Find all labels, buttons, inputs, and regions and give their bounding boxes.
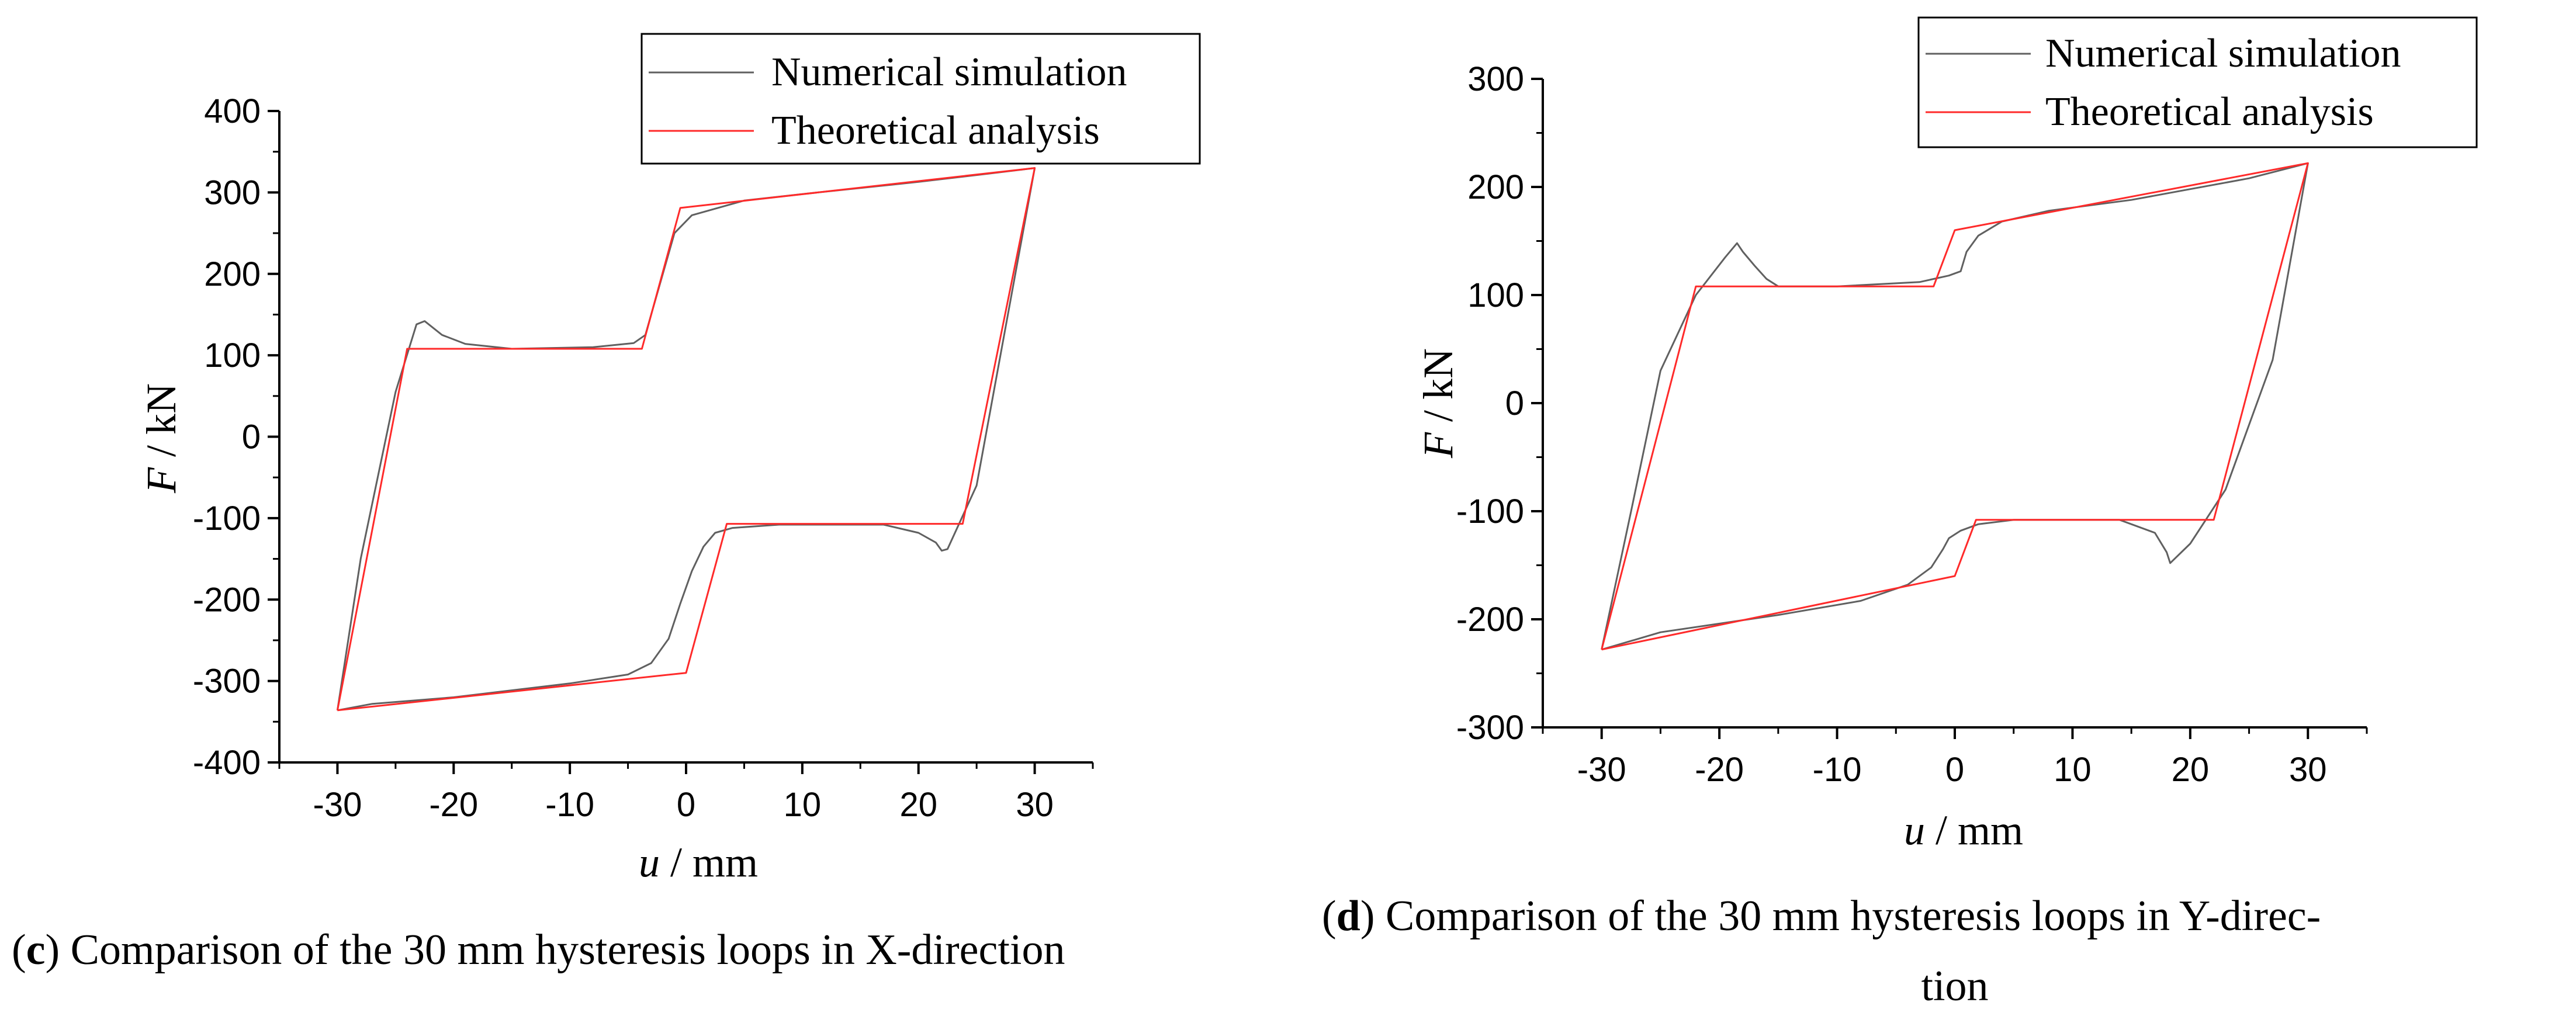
d-x-axis-ticks: -30 -20 -10 0 10 20 30: [1542, 727, 2368, 789]
c-xtick-label-4: 10: [784, 786, 822, 824]
c-xlabel-var: u: [639, 839, 660, 886]
d-y-axis-title: F / kN: [1415, 348, 1462, 459]
d-xtick-label-6: 30: [2289, 751, 2327, 789]
d-caption-line1: (d) Comparison of the 30 mm hysteresis l…: [1322, 892, 2321, 940]
d-ylabel-unit: / kN: [1415, 348, 1462, 432]
c-ytick-label-2: -200: [193, 581, 261, 619]
c-ytick-label-8: 400: [204, 92, 261, 130]
c-xtick-label-5: 20: [899, 786, 937, 824]
c-ylabel-unit: / kN: [138, 383, 185, 467]
c-xtick-label-6: 30: [1016, 786, 1054, 824]
d-legend-box: [1917, 16, 2478, 148]
c-ylabel-var: F: [138, 467, 185, 494]
c-caption-letter: c: [26, 926, 46, 974]
d-ytick-label-6: 300: [1467, 60, 1524, 98]
c-ytick-label-4: 0: [242, 418, 261, 456]
c-legend: Numerical simulation Theoretical analysi…: [640, 33, 1201, 165]
d-ytick-label-0: -300: [1456, 709, 1524, 747]
c-x-axis-title: u / mm: [639, 839, 758, 886]
c-x-axis-ticks: -30 -20 -10 0 10 20 30: [278, 762, 1094, 824]
d-x-axis-title: u / mm: [1904, 807, 2023, 854]
d-series-theoretical-analysis: [1601, 162, 2309, 651]
d-y-axis-ticks: -300 -200 -100 0 100 200 300: [1456, 60, 1543, 747]
d-caption-open: (: [1322, 892, 1337, 940]
c-caption-open: (: [12, 926, 26, 974]
d-legend-theoretical: Theoretical analysis: [2045, 89, 2374, 134]
c-ytick-label-7: 300: [204, 174, 261, 211]
c-series-numerical-simulation: [336, 167, 1036, 712]
c-legend-box: [640, 33, 1201, 165]
d-xtick-label-5: 20: [2172, 751, 2210, 789]
c-ytick-label-3: -100: [193, 500, 261, 537]
c-ytick-label-1: -300: [193, 663, 261, 701]
d-caption-text-1: ) Comparison of the 30 mm hysteresis loo…: [1360, 892, 2321, 940]
c-xtick-label-1: -20: [429, 786, 478, 824]
d-series-group: [1601, 162, 2309, 651]
d-legend-numerical: Numerical simulation: [2045, 31, 2401, 76]
c-y-axis-ticks: -400 -300 -200 -100 0 100 200 300 400: [193, 92, 279, 782]
d-ytick-label-4: 100: [1467, 276, 1524, 314]
d-xtick-label-0: -30: [1577, 751, 1626, 789]
c-xtick-label-3: 0: [677, 786, 695, 824]
d-xlabel-unit: / mm: [1925, 807, 2023, 854]
c-ytick-label-5: 100: [204, 337, 261, 374]
c-ytick-label-0: -400: [193, 744, 261, 782]
d-xtick-label-3: 0: [1945, 751, 1964, 789]
c-legend-theoretical: Theoretical analysis: [771, 108, 1100, 153]
c-series-group: [336, 167, 1036, 712]
c-caption: (c) Comparison of the 30 mm hysteresis l…: [12, 926, 1065, 974]
c-series-theoretical-analysis: [336, 167, 1036, 712]
d-caption-line2: tion: [1921, 962, 1988, 1010]
d-xlabel-var: u: [1904, 807, 1925, 854]
d-series-numerical-simulation: [1601, 162, 2309, 651]
d-legend: Numerical simulation Theoretical analysi…: [1917, 16, 2478, 148]
c-xlabel-unit: / mm: [660, 839, 758, 886]
d-ytick-label-1: -200: [1456, 601, 1524, 639]
d-xtick-label-4: 10: [2054, 751, 2092, 789]
c-caption-text: ) Comparison of the 30 mm hysteresis loo…: [46, 926, 1065, 974]
c-xtick-label-2: -10: [545, 786, 594, 824]
c-xtick-label-0: -30: [313, 786, 362, 824]
d-ylabel-var: F: [1415, 432, 1462, 459]
c-y-axis-title: F / kN: [138, 383, 185, 494]
c-legend-numerical: Numerical simulation: [771, 50, 1127, 95]
d-caption-letter: d: [1337, 892, 1360, 940]
d-ytick-label-3: 0: [1505, 384, 1524, 422]
d-xtick-label-1: -20: [1695, 751, 1744, 789]
d-xtick-label-2: -10: [1813, 751, 1862, 789]
d-ytick-label-2: -100: [1456, 493, 1524, 530]
d-ytick-label-5: 200: [1467, 168, 1524, 206]
c-ytick-label-6: 200: [204, 255, 261, 293]
